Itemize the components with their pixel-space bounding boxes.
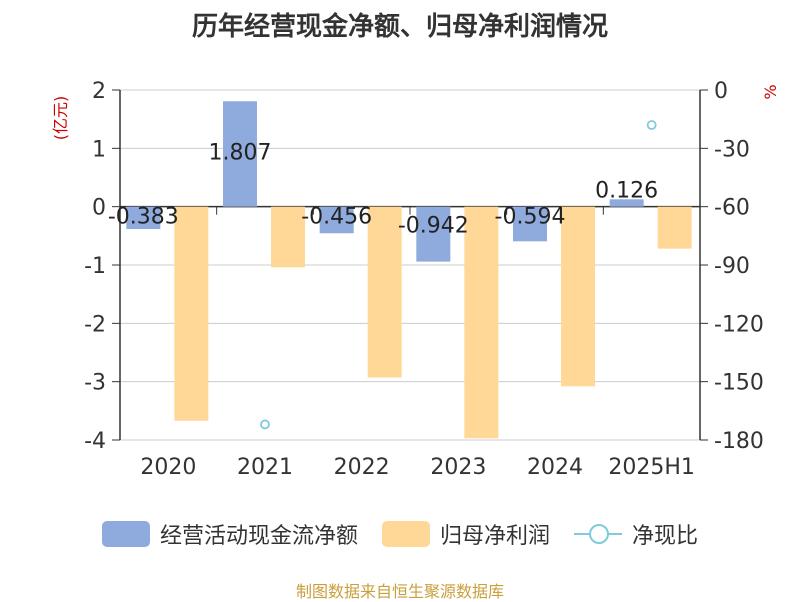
bar-cash-flow [416, 206, 451, 262]
bar-net-profit [561, 206, 595, 387]
bar-cash-flow [126, 206, 161, 230]
left-tick-label: -2 [84, 312, 106, 337]
right-tick-label: -150 [714, 371, 764, 396]
ratio-point [646, 120, 657, 130]
legend-item-net-profit[interactable]: 归母净利润 [381, 518, 550, 550]
right-tick-label: -180 [714, 429, 764, 454]
right-tick-label: 0 [714, 79, 728, 104]
right-tick-label: -30 [714, 137, 750, 162]
right-tick-label: -60 [714, 196, 750, 221]
legend-item-ratio[interactable]: 净现比 [574, 518, 698, 550]
left-tick-label: -3 [84, 371, 106, 396]
bar-net-profit [271, 206, 305, 268]
legend-label-cash-flow: 经营活动现金流净额 [159, 524, 358, 549]
bar-net-profit [657, 206, 692, 249]
right-tick-label: -120 [714, 312, 764, 337]
x-tick-label: 2020 [140, 455, 196, 480]
x-tick-label: 2023 [430, 455, 486, 480]
data-label-cash-flow: -0.594 [495, 205, 566, 230]
chart-plot: 2 1 0 -1 -2 -3 -4 0 -30 -60 -90 -120 -150 -180 (亿元)% 20… [51, 79, 780, 480]
x-tick-label: 2025H1 [608, 455, 695, 480]
bar-cash-flow [223, 101, 257, 207]
data-label-cash-flow: -0.456 [301, 205, 372, 230]
left-axis-unit: (亿元) [51, 96, 70, 141]
legend-label-ratio: 净现比 [632, 524, 699, 549]
bar-cash-flow [609, 199, 644, 207]
x-tick-label: 2024 [527, 455, 583, 480]
left-tick-label: 0 [92, 196, 106, 221]
bar-net-profit [367, 206, 402, 378]
legend-item-cash-flow[interactable]: 经营活动现金流净额 [101, 518, 358, 550]
bar-cash-flow [319, 206, 354, 234]
bar-net-profit [464, 206, 499, 439]
legend-swatch-net-profit [381, 521, 430, 547]
data-label-cash-flow: 0.126 [595, 178, 658, 203]
right-axis-unit: % [761, 84, 780, 99]
bar-net-profit [174, 206, 209, 421]
legend-swatch-cash-flow [101, 521, 150, 547]
data-label-cash-flow: 1.807 [209, 140, 272, 165]
x-tick-label: 2022 [334, 455, 390, 480]
data-label-cash-flow: -0.942 [398, 214, 469, 239]
right-tick-label: -90 [714, 254, 750, 279]
chart-title: 历年经营现金净额、归母净利润情况 [191, 12, 608, 42]
ratio-point [260, 419, 270, 430]
legend-swatch-ratio [574, 521, 622, 547]
bar-cash-flow [513, 206, 547, 242]
legend-label-net-profit: 归母净利润 [439, 524, 550, 549]
left-tick-label: 2 [92, 79, 106, 104]
left-tick-label: -1 [84, 254, 106, 279]
data-label-cash-flow: -0.383 [108, 205, 179, 230]
source-note: 制图数据来自恒生聚源数据库 [295, 582, 504, 601]
x-tick-label: 2021 [237, 455, 293, 480]
left-tick-label: -4 [84, 429, 106, 454]
legend: 经营活动现金流净额 归母净利润 净现比 [0, 518, 800, 550]
left-tick-label: 1 [92, 137, 106, 162]
